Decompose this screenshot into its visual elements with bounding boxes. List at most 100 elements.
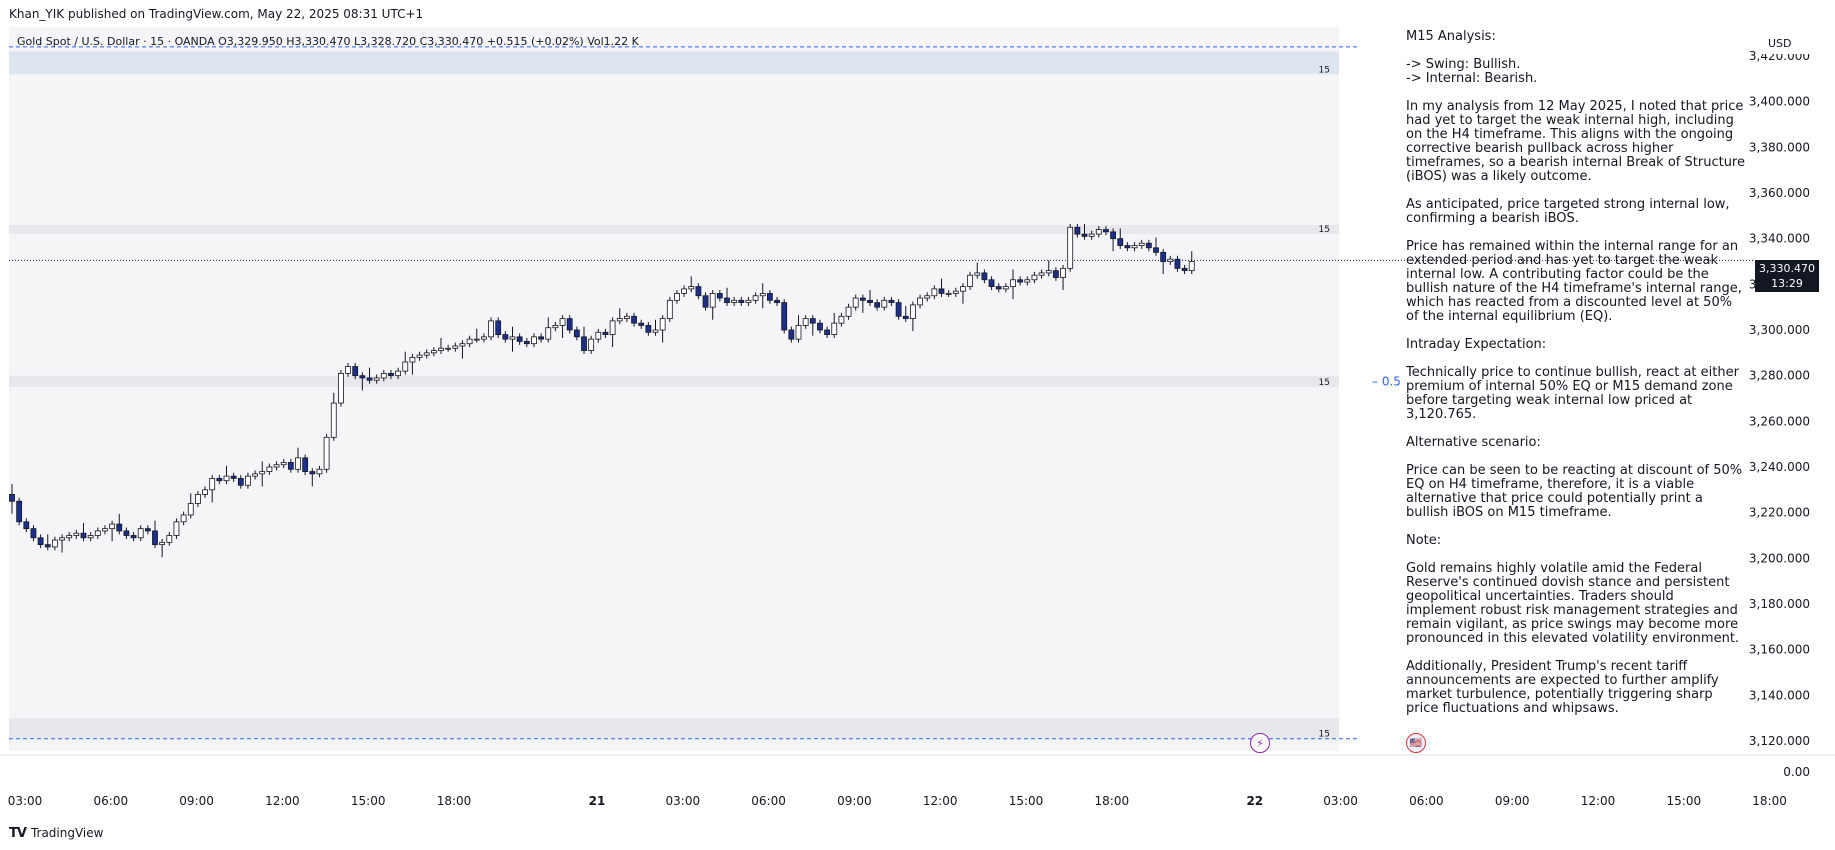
candle-body	[552, 325, 559, 329]
x-tick-label: 15:00	[1009, 794, 1044, 808]
candle-body	[1124, 245, 1131, 249]
last-price-value: 3,330.470	[1759, 262, 1815, 275]
candle-body	[659, 318, 666, 331]
candle-body	[166, 535, 173, 543]
candle-body	[638, 322, 645, 326]
candle-body	[44, 544, 51, 548]
publish-info: Khan_YIK published on TradingView.com, M…	[9, 7, 424, 21]
footer-brand[interactable]: TV TradingView	[9, 824, 103, 842]
candle-body	[116, 523, 123, 532]
x-tick-label: 06:00	[1409, 794, 1444, 808]
candle-body	[266, 466, 273, 472]
x-tick-label: 09:00	[837, 794, 872, 808]
candle-body	[259, 471, 266, 475]
alt-heading: Alternative scenario:	[1406, 435, 1541, 450]
candle-body	[688, 286, 695, 290]
candle-body	[9, 493, 15, 502]
candle-body	[745, 299, 752, 304]
candle-body	[1002, 286, 1009, 290]
candle-body	[1060, 267, 1066, 278]
x-tick-label: 06:00	[94, 794, 129, 808]
candle-body	[295, 457, 301, 470]
x-tick-label: 18:00	[1752, 794, 1787, 808]
candle-body	[645, 325, 652, 333]
candle-body	[960, 286, 966, 292]
x-tick-label: 06:00	[751, 794, 786, 808]
candle-body	[1117, 238, 1124, 246]
candle-body	[416, 354, 423, 358]
zone-weak-high	[9, 224, 1339, 235]
candle-body	[59, 537, 65, 541]
candle-body	[595, 331, 602, 340]
x-tick-label: 03:00	[1323, 794, 1358, 808]
candle-body	[1110, 231, 1116, 240]
candle-body	[631, 315, 637, 324]
candle-body	[345, 366, 351, 374]
candle-body	[130, 535, 137, 539]
intraday-heading: Intraday Expectation:	[1406, 337, 1547, 352]
y-tick-label: 3,400.000	[1749, 95, 1810, 109]
candle-body	[1031, 274, 1038, 281]
x-tick-label: 15:00	[1667, 794, 1702, 808]
candle-body	[1067, 226, 1074, 269]
candle-body	[938, 288, 945, 294]
candle-body	[23, 521, 30, 530]
candle-body	[809, 318, 816, 324]
candle-body	[273, 464, 280, 468]
candle-body	[180, 514, 187, 523]
x-tick-label: 15:00	[351, 794, 386, 808]
candle-body	[867, 299, 873, 304]
candle-body	[709, 293, 716, 308]
candle-body	[781, 302, 788, 331]
y-tick-label: 3,300.000	[1749, 323, 1810, 337]
candle-body	[731, 299, 738, 304]
candle-body	[1174, 258, 1181, 269]
candle-body	[152, 530, 158, 546]
candle-body	[881, 299, 888, 308]
candle-body	[380, 372, 387, 379]
lightning-icon[interactable]: ⚡	[1250, 733, 1270, 753]
candle-body	[924, 295, 931, 299]
candle-body	[681, 288, 687, 294]
analysis-p4: Technically price to continue bullish, r…	[1406, 365, 1739, 422]
candle-body	[123, 530, 130, 536]
candle-body	[602, 331, 609, 335]
x-tick-label: 18:00	[437, 794, 472, 808]
candle-body	[80, 532, 87, 539]
brand-name: TradingView	[30, 826, 104, 840]
candle-body	[952, 290, 959, 294]
candle-body	[373, 377, 380, 381]
candle-body	[767, 293, 773, 301]
candle-body	[438, 347, 444, 351]
currency-button[interactable]: USD	[1760, 32, 1820, 54]
candle-body	[616, 318, 623, 322]
candle-body	[566, 318, 573, 331]
symbol-info: Gold Spot / U.S. Dollar · 15 · OANDA O3,…	[17, 35, 640, 48]
candle-body	[945, 293, 952, 295]
candle-body	[531, 336, 537, 345]
y-tick-label: 3,160.000	[1749, 643, 1810, 657]
candle-body	[202, 489, 208, 495]
analysis-p1: In my analysis from 12 May 2025, I noted…	[1406, 99, 1745, 184]
candle-body	[1010, 279, 1016, 288]
y-tick-label: 3,140.000	[1749, 688, 1810, 702]
tradingview-logo-icon: TV	[9, 825, 27, 841]
candle-body	[674, 293, 680, 301]
candle-body	[252, 473, 259, 477]
us-flag-icon[interactable]: 🇺🇸	[1406, 733, 1426, 753]
zero-label: 0.00	[1783, 765, 1810, 779]
candle-body	[795, 325, 802, 340]
candle-body	[910, 304, 916, 319]
candle-body	[845, 306, 852, 317]
chart-pane-bg	[9, 27, 1339, 751]
candle-body	[230, 475, 237, 479]
candle-body	[473, 338, 480, 341]
candle-body	[1188, 261, 1195, 272]
x-tick-label: 12:00	[923, 794, 958, 808]
last-price-tag: 3,330.470 13:29	[1755, 260, 1819, 292]
candle-body	[323, 436, 330, 470]
y-tick-label: 3,220.000	[1749, 506, 1810, 520]
candle-body	[852, 297, 859, 308]
candle-body	[216, 478, 223, 482]
